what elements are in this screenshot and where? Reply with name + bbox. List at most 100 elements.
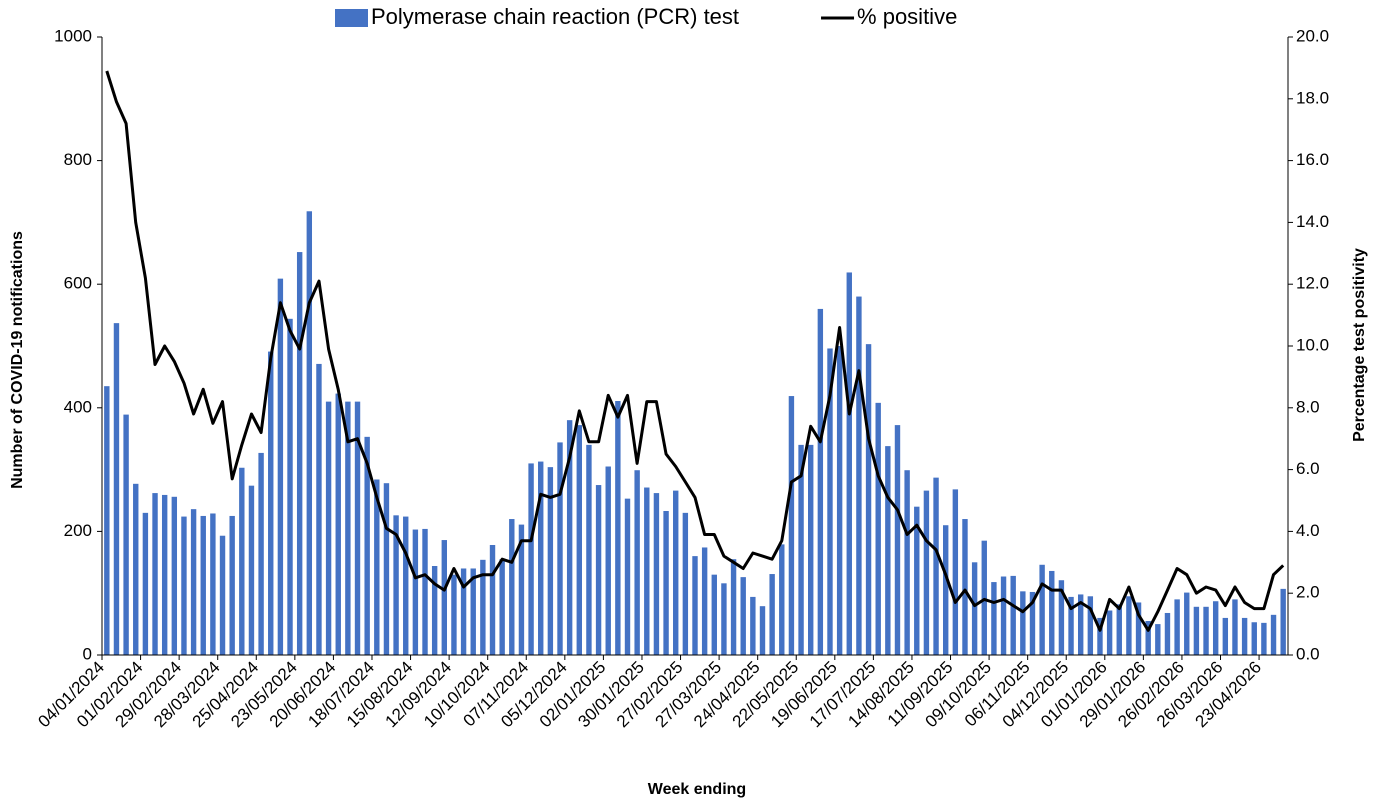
bar [836,346,843,655]
bar [1058,580,1065,655]
bar [856,296,862,655]
bar [248,485,255,655]
bar [557,442,563,655]
bar [759,606,766,655]
bar [1097,617,1103,655]
y2-tick-label: 18.0 [1296,88,1329,107]
bar [345,401,351,655]
bar [1145,621,1151,655]
bar [1193,606,1200,655]
bar [422,528,428,655]
bar [1068,596,1074,655]
line [105,70,1285,632]
bar [942,525,949,655]
bar [258,452,264,655]
bar [1116,604,1122,655]
y2-tick-label: 8.0 [1296,397,1320,416]
bar [509,519,515,655]
y2-tick-label: 2.0 [1296,583,1320,602]
bar [788,396,795,655]
bar [711,574,717,655]
y-tick-label: 800 [64,150,92,169]
bar [325,401,332,655]
bar [615,401,621,655]
bar [1212,601,1219,655]
bar [721,583,727,655]
bar [1222,617,1229,655]
bar [470,568,476,655]
y2-tick-label: 16.0 [1296,150,1329,169]
bar [1232,599,1238,655]
bar [374,479,380,655]
y-tick-label: 400 [64,397,92,416]
bar [769,574,775,655]
bar [1039,564,1045,655]
y-tick-label: 0 [83,644,92,663]
bar [991,582,997,655]
bar [846,272,852,655]
bar [152,493,158,655]
bar [306,211,313,655]
bar [701,547,708,655]
bar [971,562,978,655]
bar [634,470,640,655]
bar [1155,624,1161,655]
bar [547,467,554,655]
y2-tick-label: 12.0 [1296,274,1329,293]
bar [316,363,322,655]
bar [277,278,284,655]
bar [740,577,746,655]
bar [952,489,959,655]
bar [1049,570,1055,655]
bar [200,515,206,655]
bar [219,535,226,655]
bar [287,318,293,655]
bar [875,402,881,655]
bar [808,444,814,655]
bar [682,512,689,655]
bar [190,509,197,655]
bar [1174,599,1180,655]
bar [673,490,679,655]
y-tick-label: 1000 [54,26,92,45]
bar [383,483,390,655]
bar [104,386,110,655]
bar [1203,606,1209,655]
bar [914,506,920,655]
bar [229,515,235,655]
bar [1261,622,1267,655]
y2-tick-label: 6.0 [1296,459,1320,478]
bar [663,511,669,655]
bar [653,493,660,655]
bar [335,393,341,655]
bar [518,524,525,655]
legend-label: Polymerase chain reaction (PCR) test [371,4,739,29]
bar [576,425,582,655]
x-axis-title: Week ending [648,781,746,798]
bar [210,513,216,655]
bar [885,446,891,655]
y2-tick-label: 0.0 [1296,644,1320,663]
bar [865,344,872,655]
bar [528,463,534,655]
y2-tick-label: 4.0 [1296,521,1320,540]
legend-label: % positive [857,4,957,29]
y2-tick-label: 10.0 [1296,335,1329,354]
bar [451,574,457,655]
bar [644,487,650,655]
bar [354,401,361,655]
bar [962,519,968,655]
bar [933,477,939,655]
bar [123,414,129,655]
bar [605,466,611,655]
bar [894,425,901,655]
bar [827,348,833,655]
bar [268,351,274,655]
y2-tick-label: 14.0 [1296,212,1329,231]
y-tick-label: 600 [64,274,92,293]
bar [181,516,187,655]
bar [1126,596,1132,655]
bar [692,556,698,655]
bar [142,512,149,655]
bar [1135,602,1142,655]
